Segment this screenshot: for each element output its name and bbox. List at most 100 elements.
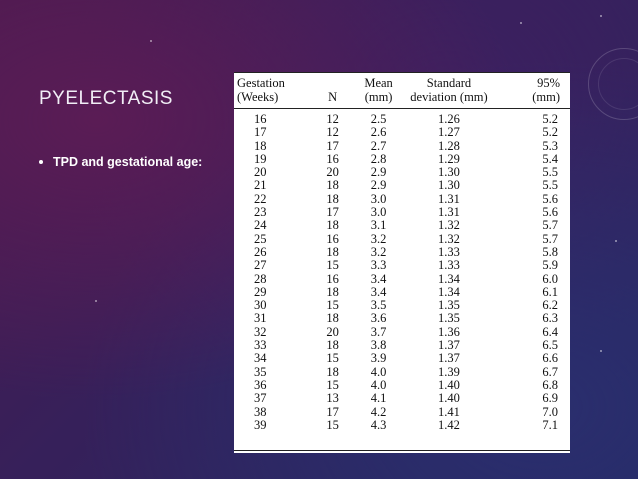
cell-sd: 1.26 bbox=[438, 112, 460, 126]
cell-mean: 3.8 bbox=[370, 338, 387, 353]
cell-p95: 6.8 bbox=[542, 377, 558, 392]
cell-sd: 1.34 bbox=[438, 284, 460, 299]
header-mean: Mean (mm) bbox=[354, 73, 403, 109]
table-row: 39 15 4.3 1.42 7.1 bbox=[234, 417, 570, 432]
table-row: 21 18 2.9 1.30 5.5 bbox=[234, 178, 570, 193]
cell-p95: 7.0 bbox=[542, 404, 558, 419]
cell-mean: 3.1 bbox=[370, 218, 387, 233]
cell-gestation: 31 bbox=[254, 311, 267, 326]
cell-p95: 5.7 bbox=[542, 218, 558, 233]
decorative-star bbox=[520, 22, 522, 24]
cell-p95: 7.1 bbox=[542, 417, 558, 432]
cell-n: 17 bbox=[326, 404, 339, 419]
cell-gestation: 23 bbox=[254, 205, 267, 220]
cell-p95: 5.5 bbox=[542, 178, 558, 193]
cell-p95: 5.3 bbox=[542, 138, 558, 153]
data-table: Gestation (Weeks) N Mean (mm) Standard d… bbox=[234, 72, 570, 432]
cell-n: 15 bbox=[326, 417, 339, 432]
cell-n: 16 bbox=[326, 151, 339, 166]
cell-p95: 6.3 bbox=[542, 311, 558, 326]
cell-gestation: 32 bbox=[254, 324, 267, 339]
table-row: 32 20 3.7 1.36 6.4 bbox=[234, 324, 570, 339]
bullet-text: TPD and gestational age: bbox=[53, 155, 203, 169]
table-bottom-rule bbox=[234, 450, 570, 451]
header-p95-line1: 95% bbox=[537, 76, 560, 90]
cell-p95: 5.7 bbox=[542, 231, 558, 246]
decorative-star bbox=[600, 15, 602, 17]
cell-n: 15 bbox=[326, 377, 339, 392]
decorative-star bbox=[615, 240, 617, 242]
cell-mean: 3.5 bbox=[370, 298, 387, 313]
bullet-item: TPD and gestational age: bbox=[39, 155, 202, 169]
header-p95: 95% (mm) bbox=[495, 73, 570, 109]
header-mean-line2: (mm) bbox=[364, 90, 393, 104]
cell-mean: 3.4 bbox=[370, 271, 387, 286]
cell-p95: 5.4 bbox=[542, 151, 558, 166]
table-row: 16 12 2.5 1.26 5.2 bbox=[234, 109, 570, 127]
decorative-circle bbox=[598, 58, 638, 110]
cell-gestation: 29 bbox=[254, 284, 267, 299]
cell-mean: 3.2 bbox=[370, 244, 387, 259]
cell-mean: 3.7 bbox=[370, 324, 387, 339]
header-p95-line2: (mm) bbox=[532, 90, 560, 104]
cell-gestation: 38 bbox=[254, 404, 267, 419]
table-row: 26 18 3.2 1.33 5.8 bbox=[234, 244, 570, 259]
cell-mean: 3.2 bbox=[370, 231, 387, 246]
cell-p95: 6.7 bbox=[542, 364, 558, 379]
decorative-star bbox=[95, 300, 97, 302]
cell-gestation: 24 bbox=[254, 218, 267, 233]
cell-gestation: 21 bbox=[254, 178, 267, 193]
table-row: 38 17 4.2 1.41 7.0 bbox=[234, 404, 570, 419]
cell-n: 17 bbox=[326, 205, 339, 220]
table-body: 16 12 2.5 1.26 5.2 17 12 2.6 1.27 5.2 18 17 2.7 1.28 5… bbox=[234, 109, 570, 433]
cell-gestation: 28 bbox=[254, 271, 267, 286]
cell-p95: 5.6 bbox=[542, 191, 558, 206]
cell-p95: 6.2 bbox=[542, 298, 558, 313]
cell-gestation: 35 bbox=[254, 364, 267, 379]
table-row: 18 17 2.7 1.28 5.3 bbox=[234, 138, 570, 153]
cell-sd: 1.33 bbox=[438, 258, 460, 273]
cell-gestation: 20 bbox=[254, 165, 267, 180]
cell-sd: 1.39 bbox=[438, 364, 460, 379]
cell-n: 12 bbox=[326, 112, 339, 126]
cell-p95: 6.4 bbox=[542, 324, 558, 339]
cell-n: 18 bbox=[326, 284, 339, 299]
cell-sd: 1.31 bbox=[438, 205, 460, 220]
cell-n: 16 bbox=[326, 231, 339, 246]
table-row: 28 16 3.4 1.34 6.0 bbox=[234, 271, 570, 286]
cell-p95: 5.5 bbox=[542, 165, 558, 180]
cell-sd: 1.42 bbox=[438, 417, 460, 432]
table-row: 31 18 3.6 1.35 6.3 bbox=[234, 311, 570, 326]
cell-sd: 1.31 bbox=[438, 191, 460, 206]
header-sd-line1: Standard bbox=[426, 76, 472, 90]
table-row: 20 20 2.9 1.30 5.5 bbox=[234, 165, 570, 180]
cell-n: 18 bbox=[326, 338, 339, 353]
cell-sd: 1.41 bbox=[438, 404, 460, 419]
cell-mean: 4.2 bbox=[370, 404, 387, 419]
cell-n: 17 bbox=[326, 138, 339, 153]
cell-gestation: 30 bbox=[254, 298, 267, 313]
cell-gestation: 25 bbox=[254, 231, 267, 246]
cell-gestation: 37 bbox=[254, 391, 267, 406]
cell-sd: 1.28 bbox=[438, 138, 460, 153]
header-sd-line2: deviation (mm) bbox=[410, 90, 488, 104]
header-gestation-line1: Gestation bbox=[237, 76, 285, 90]
cell-mean: 2.9 bbox=[370, 165, 387, 180]
cell-p95: 5.9 bbox=[542, 258, 558, 273]
cell-gestation: 17 bbox=[254, 125, 267, 140]
cell-mean: 2.5 bbox=[370, 112, 387, 126]
cell-n: 18 bbox=[326, 364, 339, 379]
cell-sd: 1.37 bbox=[438, 338, 460, 353]
cell-mean: 4.3 bbox=[370, 417, 387, 432]
table-row: 34 15 3.9 1.37 6.6 bbox=[234, 352, 570, 366]
cell-p95: 5.6 bbox=[542, 205, 558, 220]
cell-p95: 5.8 bbox=[542, 244, 558, 259]
header-mean-line1: Mean bbox=[364, 76, 393, 90]
cell-sd: 1.36 bbox=[438, 324, 460, 339]
cell-gestation: 26 bbox=[254, 244, 267, 259]
cell-mean: 3.0 bbox=[370, 205, 387, 220]
table-row: 33 18 3.8 1.37 6.5 bbox=[234, 338, 570, 353]
table-row: 29 18 3.4 1.34 6.1 bbox=[234, 284, 570, 299]
cell-sd: 1.30 bbox=[438, 165, 460, 180]
cell-sd: 1.35 bbox=[438, 298, 460, 313]
